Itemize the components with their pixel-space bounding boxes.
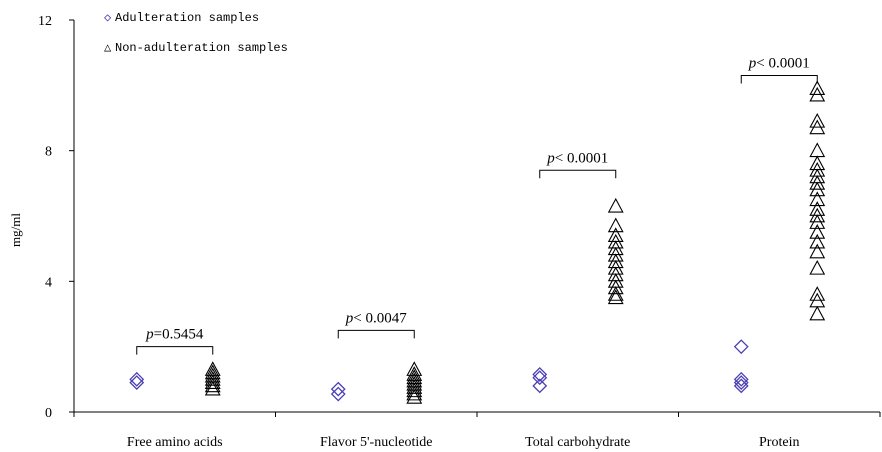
non-adulteration-point [406, 366, 423, 381]
non-adulteration-point [809, 142, 826, 158]
data-marks [129, 80, 826, 404]
non-adulteration-point [809, 259, 826, 275]
non-adulteration-point [809, 286, 826, 301]
p-symbol: p [345, 310, 354, 326]
significance-bracket [740, 75, 818, 84]
significance-bracket [539, 169, 617, 179]
non-adulteration-point [809, 191, 826, 207]
legend: ◇ Adulteration samples △ Non-adulteration s… [104, 11, 288, 55]
adulteration-point [532, 370, 548, 386]
y-tick-label: 0 [45, 406, 52, 421]
p-value-label: p=0.5454 [145, 327, 204, 343]
p-value: < 0.0001 [555, 150, 608, 166]
y-tick-label: 12 [38, 14, 52, 29]
p-symbol: p [546, 150, 555, 166]
significance-bracket [337, 329, 415, 339]
p-value: < 0.0047 [353, 310, 407, 326]
p-symbol: p [748, 56, 757, 72]
p-value-label: p< 0.0047 [345, 310, 407, 326]
axes: 0 4 8 12 Free amino acids Flavor 5'-nucleotid… [8, 14, 881, 450]
x-tick-label: Free amino acids [127, 435, 223, 450]
non-adulteration-point [406, 361, 423, 376]
significance-bracket [136, 346, 214, 355]
non-adulteration-point [607, 217, 624, 233]
non-adulteration-point [406, 369, 423, 385]
non-adulteration-point [204, 364, 221, 380]
p-value-label: p< 0.0001 [546, 150, 608, 166]
non-adulteration-point [607, 197, 624, 213]
p-value-label: p< 0.0001 [748, 56, 810, 72]
non-adulteration-point [809, 155, 826, 171]
adulteration-point [129, 375, 145, 391]
adulteration-point [733, 378, 749, 394]
legend-triangle-icon: △ [104, 41, 112, 55]
adulteration-point [532, 378, 548, 394]
non-adulteration-point [809, 201, 826, 216]
non-adulteration-point [204, 361, 221, 376]
adulteration-point [733, 371, 749, 387]
non-adulteration-point [809, 80, 826, 95]
non-adulteration-point [809, 305, 826, 321]
y-tick-label: 8 [45, 145, 52, 160]
y-axis-label: mg/ml [8, 213, 23, 247]
p-value: < 0.0001 [756, 56, 809, 72]
y-tick-label: 4 [45, 275, 52, 290]
legend-label: Adulteration samples [115, 11, 259, 25]
x-tick-label: Protein [759, 435, 799, 450]
non-adulteration-point [809, 243, 826, 259]
adulteration-point [330, 381, 346, 397]
non-adulteration-point [607, 289, 624, 305]
non-adulteration-point [809, 233, 826, 249]
adulteration-point [733, 375, 749, 391]
p-value: =0.5454 [154, 327, 204, 343]
non-adulteration-point [809, 112, 826, 128]
adulteration-point [129, 371, 145, 387]
non-adulteration-point [607, 227, 624, 242]
p-symbol: p [145, 327, 154, 343]
legend-label: Non-adulteration samples [115, 41, 288, 55]
non-adulteration-point [809, 224, 826, 239]
legend-diamond-icon: ◇ [104, 11, 112, 25]
adulteration-point [532, 367, 548, 382]
adulteration-point [733, 339, 749, 355]
x-tick-label: Flavor 5'-nucleotide [320, 435, 433, 450]
x-tick-label: Total carbohydrate [525, 435, 630, 450]
adulteration-point [330, 386, 346, 402]
